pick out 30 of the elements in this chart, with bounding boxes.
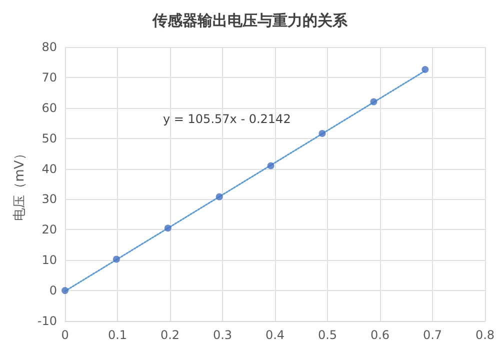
chart-title: 传感器输出电压与重力的关系 (152, 12, 348, 30)
x-tick-label: 0.7 (422, 328, 442, 342)
x-tick-label: 0.1 (108, 328, 128, 342)
y-tick-label: 40 (42, 162, 57, 176)
x-tick-label: 0.4 (265, 328, 285, 342)
point (164, 224, 172, 232)
x-tick-label: 0.3 (212, 328, 232, 342)
x-tick-label: 0 (61, 328, 69, 342)
point (216, 193, 223, 200)
x-tick-label: 0.8 (475, 328, 495, 342)
x-tick-label: 0.5 (318, 328, 338, 342)
x-tick-label: 0.2 (160, 328, 180, 342)
y-tick-label: 70 (42, 70, 57, 84)
point (112, 256, 120, 263)
y-tick-label: 60 (42, 100, 57, 115)
y-tick-label: 30 (42, 192, 57, 206)
y-axis-title: 电压（mV） (12, 147, 28, 221)
y-tick-label: 80 (42, 40, 57, 54)
y-tick-label: 50 (42, 131, 57, 146)
y-tick-label: 20 (42, 222, 57, 237)
annotation: y = 105.57x - 0.2142 (163, 112, 291, 126)
point (370, 98, 378, 106)
point (267, 162, 274, 170)
y-tick-label: -10 (37, 314, 57, 328)
x-tick-label: 0.6 (370, 328, 390, 342)
y-tick-label: 10 (42, 253, 57, 268)
point (318, 130, 326, 137)
point (62, 287, 68, 294)
y-tick-label: 0 (49, 284, 57, 298)
point (422, 66, 429, 74)
